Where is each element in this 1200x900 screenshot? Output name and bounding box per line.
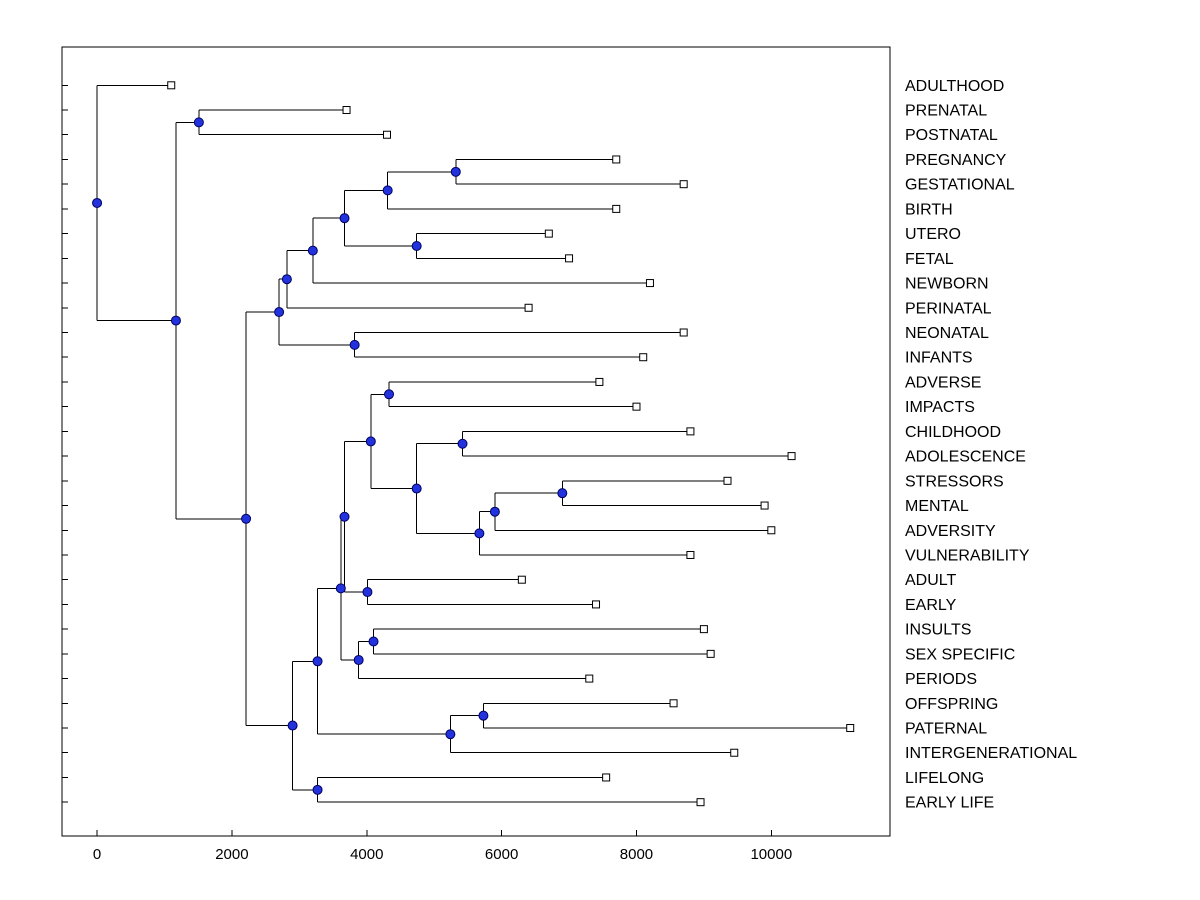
cluster-node-marker [478, 710, 489, 721]
leaf-square-marker [787, 452, 796, 461]
leaf-label: ADVERSITY [905, 523, 996, 540]
leaf-label: EARLY [905, 597, 957, 614]
cluster-node-marker [362, 587, 373, 598]
leaf-label: VULNERABILITY [905, 547, 1030, 564]
cluster-node-marker [241, 513, 252, 524]
cluster-node-marker [353, 655, 364, 666]
cluster-node-marker [339, 511, 350, 522]
leaf-label: PREGNANCY [905, 152, 1007, 169]
leaf-label: ADULT [905, 572, 956, 589]
leaf-label: POSTNATAL [905, 127, 998, 144]
leaf-label: INFANTS [905, 350, 973, 367]
leaf-square-marker [639, 353, 648, 362]
leaf-label: PATERNAL [905, 721, 987, 738]
leaf-label: NEONATAL [905, 325, 989, 342]
leaf-square-marker [544, 229, 553, 238]
leaf-square-marker [669, 699, 678, 708]
leaf-label: INSULTS [905, 622, 971, 639]
leaf-square-marker [612, 204, 621, 213]
cluster-node-marker [92, 197, 103, 208]
leaf-square-marker [592, 600, 601, 609]
leaf-square-marker [517, 575, 526, 584]
cluster-node-marker [450, 166, 461, 177]
leaf-label: MENTAL [905, 498, 969, 515]
leaf-square-marker [679, 328, 688, 337]
leaf-label: INTERGENERATIONAL [905, 745, 1077, 762]
x-tick-label: 8000 [620, 846, 653, 863]
leaf-label: PERINATAL [905, 300, 992, 317]
leaf-square-marker [632, 402, 641, 411]
leaf-square-marker [679, 180, 688, 189]
cluster-node-marker [457, 438, 468, 449]
leaf-label: IMPACTS [905, 399, 975, 416]
leaf-square-marker [686, 427, 695, 436]
leaf-label: FETAL [905, 251, 954, 268]
leaf-label: LIFELONG [905, 770, 984, 787]
axis-frame [61, 46, 891, 837]
leaf-square-marker [565, 254, 574, 263]
leaf-square-marker [699, 625, 708, 634]
leaf-label: GESTATIONAL [905, 177, 1015, 194]
x-tick-label: 6000 [485, 846, 518, 863]
leaf-square-marker [696, 798, 705, 807]
x-tick-label: 4000 [350, 846, 383, 863]
leaf-label: ADVERSE [905, 374, 981, 391]
leaf-label: EARLY LIFE [905, 795, 994, 812]
cluster-node-marker [170, 315, 181, 326]
leaf-square-marker [767, 526, 776, 535]
leaf-square-marker [846, 724, 855, 733]
cluster-node-marker [411, 240, 422, 251]
cluster-node-marker [349, 339, 360, 350]
cluster-node-marker [312, 784, 323, 795]
leaf-square-marker [612, 155, 621, 164]
x-tick-label: 10000 [750, 846, 792, 863]
cluster-node-marker [384, 389, 395, 400]
cluster-node-marker [411, 483, 422, 494]
leaf-label: CHILDHOOD [905, 424, 1001, 441]
cluster-node-marker [339, 213, 350, 224]
leaf-square-marker [645, 279, 654, 288]
leaf-label: BIRTH [905, 201, 953, 218]
leaf-label: NEWBORN [905, 276, 989, 293]
leaf-square-marker [585, 674, 594, 683]
cluster-node-marker [365, 436, 376, 447]
cluster-node-marker [368, 636, 379, 647]
x-tick-label: 2000 [215, 846, 248, 863]
leaf-label: ADOLESCENCE [905, 449, 1026, 466]
leaf-label: STRESSORS [905, 473, 1004, 490]
cluster-node-marker [557, 488, 568, 499]
cluster-node-marker [445, 729, 456, 740]
cluster-node-marker [307, 245, 318, 256]
cluster-node-marker [382, 185, 393, 196]
leaf-label: SEX SPECIFIC [905, 646, 1015, 663]
leaf-square-marker [342, 106, 351, 115]
leaf-square-marker [595, 377, 604, 386]
cluster-node-marker [274, 307, 285, 318]
cluster-node-marker [335, 583, 346, 594]
cluster-node-marker [193, 117, 204, 128]
cluster-node-marker [287, 720, 298, 731]
leaf-label: OFFSPRING [905, 696, 998, 713]
leaf-square-marker [382, 130, 391, 139]
leaf-square-marker [524, 303, 533, 312]
x-tick-label: 0 [93, 846, 101, 863]
cluster-node-marker [474, 528, 485, 539]
cluster-node-marker [312, 656, 323, 667]
leaf-square-marker [760, 501, 769, 510]
leaf-label: UTERO [905, 226, 961, 243]
leaf-square-marker [167, 81, 176, 90]
leaf-label: PRENATAL [905, 103, 987, 120]
leaf-square-marker [723, 476, 732, 485]
leaf-label: ADULTHOOD [905, 78, 1004, 95]
leaf-square-marker [602, 773, 611, 782]
leaf-square-marker [730, 748, 739, 757]
leaf-square-marker [686, 550, 695, 559]
leaf-square-marker [706, 649, 715, 658]
leaf-label: PERIODS [905, 671, 977, 688]
cluster-node-marker [489, 506, 500, 517]
cluster-node-marker [281, 274, 292, 285]
